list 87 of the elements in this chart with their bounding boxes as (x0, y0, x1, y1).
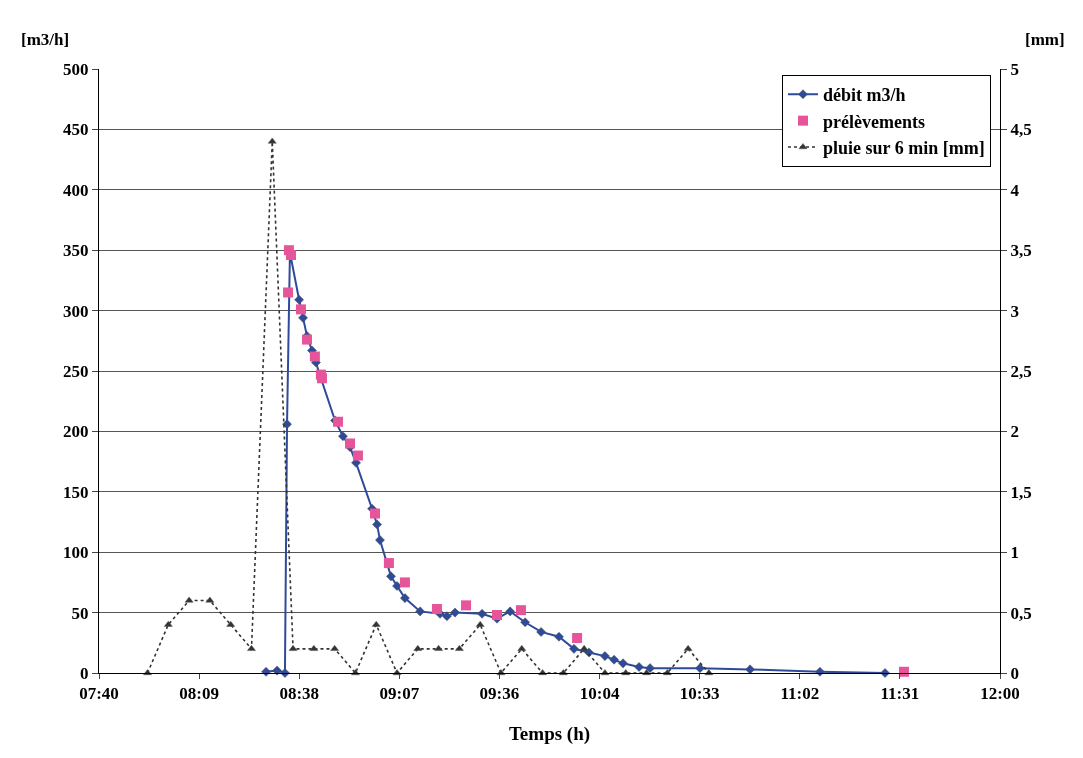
y-tick-label: 300 (63, 301, 89, 321)
point (267, 137, 277, 144)
point (386, 571, 396, 582)
y2-tick-label: 1 (1010, 543, 1019, 563)
point (400, 593, 410, 603)
point (431, 603, 442, 614)
point (392, 581, 402, 591)
point (371, 620, 381, 627)
point (261, 666, 271, 677)
point (477, 609, 487, 619)
point (375, 535, 385, 545)
point (372, 519, 382, 530)
y-tick-label: 50 (71, 603, 89, 623)
y-tick-label: 450 (63, 120, 89, 140)
point (695, 663, 705, 673)
y-tick-label: 250 (63, 361, 89, 381)
y-tick-label: 350 (63, 241, 89, 261)
point (282, 419, 292, 429)
point (283, 287, 294, 298)
point (569, 644, 579, 654)
point (205, 596, 215, 603)
x-tick-label: 11:31 (880, 684, 920, 704)
point (295, 304, 306, 315)
x-axis-title: Temps (h) (508, 723, 591, 745)
x-tick-label: 11:02 (780, 684, 820, 704)
point (520, 617, 530, 628)
point (301, 334, 312, 345)
point (184, 596, 194, 603)
y-tick-label: 500 (63, 59, 89, 79)
y2-tick-label: 4 (1010, 180, 1020, 200)
point (515, 605, 526, 616)
point (369, 508, 380, 519)
y2-tick-label: 2,5 (1010, 361, 1032, 381)
point (294, 294, 304, 305)
point (415, 606, 425, 617)
point (399, 577, 410, 588)
point (609, 654, 619, 665)
y2-tick-label: 0,5 (1010, 603, 1032, 623)
point (345, 438, 356, 449)
point (880, 668, 890, 678)
point (634, 662, 644, 672)
point (461, 600, 472, 611)
y2-tick-label: 1,5 (1010, 482, 1032, 502)
y-tick-label: 400 (63, 180, 89, 200)
point (352, 450, 363, 461)
x-tick-label: 10:33 (679, 684, 720, 704)
y2-tick-label: 2 (1010, 422, 1019, 442)
x-tick-label: 12:00 (980, 684, 1020, 704)
point (298, 313, 308, 323)
y-tick-label: 150 (63, 482, 89, 502)
point (164, 620, 173, 627)
y2-tick-label: 3 (1010, 301, 1019, 321)
point (645, 663, 655, 673)
point (383, 558, 394, 569)
x-tick-label: 07:40 (79, 684, 119, 704)
point (226, 620, 235, 627)
x-tick-label: 09:36 (479, 684, 520, 704)
point (475, 620, 485, 627)
y-axis-title: [m3/h] (21, 30, 70, 49)
y-tick-label: 200 (63, 422, 89, 442)
point (450, 607, 460, 618)
y2-tick-label: 4,5 (1010, 120, 1032, 140)
legend-label: pluie sur 6 min [mm] (822, 138, 985, 159)
legend-label: débit m3/h (822, 85, 906, 106)
y2-tick-label: 5 (1010, 59, 1019, 79)
point (338, 431, 348, 442)
point (815, 666, 825, 677)
x-tick-label: 08:09 (179, 684, 219, 704)
point (442, 611, 452, 622)
point (600, 651, 610, 661)
y-tick-label: 100 (63, 543, 89, 563)
x-tick-label: 08:38 (279, 684, 320, 704)
point (618, 658, 628, 669)
x-tick-label: 10:04 (579, 684, 620, 704)
legend-label: prélèvements (822, 111, 925, 132)
point (280, 668, 290, 678)
point (505, 606, 515, 617)
point (536, 627, 546, 637)
y-tick-label: 0 (80, 663, 89, 683)
point (554, 631, 564, 642)
point (272, 665, 282, 676)
x-tick-label: 09:07 (379, 684, 420, 704)
y2-tick-label: 3,5 (1010, 241, 1032, 261)
y2-tick-label: 0 (1010, 663, 1019, 683)
y2-axis-title: [mm] (1025, 30, 1065, 49)
point (572, 632, 583, 643)
point (309, 351, 320, 362)
